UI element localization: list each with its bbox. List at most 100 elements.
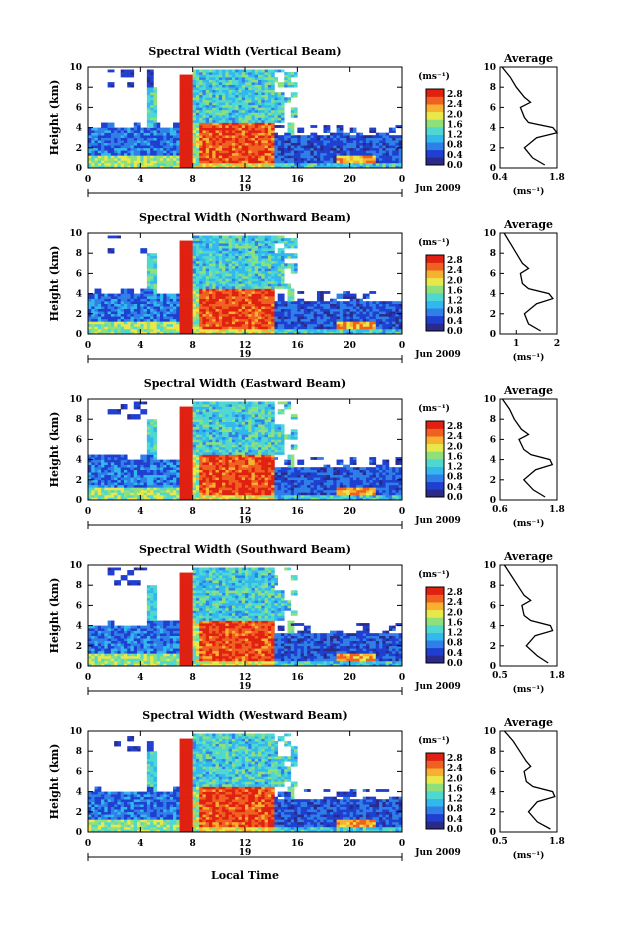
colorbar-tick-label: 1.6 [447, 286, 463, 296]
heatmap-cell [267, 296, 272, 299]
heatmap-cell [362, 301, 367, 304]
heatmap-cell [225, 298, 229, 302]
heatmap-cell [225, 150, 229, 154]
heatmap-cell [143, 296, 148, 299]
heatmap-cell [274, 270, 279, 274]
heatmap-cell [385, 301, 390, 304]
heatmap-cell [284, 323, 288, 327]
heatmap-cell [91, 127, 95, 131]
heatmap-cell [166, 316, 171, 320]
heatmap-cell [153, 94, 157, 98]
heatmap-cell [163, 316, 167, 320]
heatmap-cell [228, 135, 233, 138]
heatmap-cell [228, 263, 233, 267]
heatmap-cell [251, 326, 256, 330]
heatmap-cell [346, 328, 350, 332]
heatmap-cell [153, 328, 157, 332]
heatmap-cell [107, 69, 112, 73]
heatmap-cell [303, 140, 308, 144]
heatmap-cell [101, 165, 105, 169]
heatmap-cell [110, 328, 115, 332]
heatmap-cell [159, 328, 164, 332]
heatmap-cell [274, 258, 279, 262]
heatmap-cell [228, 69, 233, 73]
heatmap-cell [280, 238, 285, 241]
heatmap-cell [140, 155, 144, 159]
heatmap-cell [186, 145, 190, 149]
heatmap-cell [127, 69, 131, 73]
heatmap-cell [150, 152, 154, 156]
heatmap-cell [150, 301, 154, 304]
heatmap-cell [123, 155, 128, 159]
heatmap-cell [179, 97, 184, 101]
heatmap-cell [248, 283, 252, 287]
heatmap-cell [287, 130, 292, 133]
heatmap-cell [300, 328, 305, 332]
heatmap-cell [245, 268, 249, 272]
heatmap-cell [199, 253, 203, 257]
heatmap-cell [258, 152, 262, 156]
heatmap-cell [110, 484, 115, 488]
heatmap-cell [179, 303, 184, 307]
heatmap-cell [110, 467, 115, 470]
heatmap-cell [156, 142, 161, 146]
heatmap-cell [254, 79, 259, 83]
heatmap-cell [254, 260, 259, 264]
heatmap-cell [235, 117, 239, 121]
heatmap-cell [287, 155, 292, 159]
heatmap-cell [261, 72, 265, 75]
heatmap-cell [261, 296, 265, 299]
heatmap-cell [212, 250, 216, 254]
heatmap-cell [101, 157, 105, 161]
heatmap-cell [176, 303, 180, 307]
heatmap-cell [241, 79, 246, 83]
heatmap-cell [195, 99, 200, 103]
heatmap-cell [248, 296, 252, 299]
heatmap-cell [398, 306, 403, 310]
heatmap-cell [254, 82, 259, 85]
heatmap-cell [222, 155, 226, 159]
heatmap-cell [287, 240, 292, 244]
heatmap-cell [379, 137, 383, 141]
heatmap-cell [303, 157, 308, 161]
heatmap-cell [231, 265, 236, 269]
heatmap-cell [251, 117, 256, 121]
heatmap-cell [349, 321, 354, 325]
heatmap-cell [261, 137, 265, 141]
heatmap-cell [251, 77, 256, 80]
heatmap-cell [101, 477, 105, 481]
heatmap-cell [153, 155, 157, 159]
heatmap-cell [117, 457, 122, 460]
heatmap-cell [169, 316, 174, 320]
heatmap-cell [261, 318, 265, 322]
heatmap-cell [307, 140, 311, 144]
heatmap-cell [258, 235, 262, 239]
heatmap-cell [258, 318, 262, 322]
heatmap-cell [104, 328, 108, 332]
heatmap-cell [369, 323, 373, 327]
heatmap-cell [110, 235, 115, 239]
heatmap-cell [366, 313, 370, 317]
heatmap-cell [238, 288, 243, 292]
heatmap-cell [366, 331, 370, 335]
heatmap-cell [248, 74, 252, 78]
heatmap-cell [218, 142, 223, 146]
heatmap-cell [362, 140, 367, 144]
heatmap-cell [395, 306, 400, 310]
heatmap-cell [133, 155, 138, 159]
heatmap-cell [218, 87, 223, 91]
heatmap-cell [212, 313, 216, 317]
heatmap-cell [146, 142, 151, 146]
heatmap-cell [156, 303, 161, 307]
heatmap-cell [346, 137, 350, 141]
heatmap-cell [212, 286, 216, 289]
heatmap-cell [104, 321, 108, 325]
heatmap-cell [107, 155, 112, 159]
heatmap-cell [280, 296, 285, 299]
heatmap-cell [264, 77, 269, 80]
heatmap-cell [192, 313, 197, 317]
heatmap-cell [205, 265, 210, 269]
heatmap-cell [245, 145, 249, 149]
heatmap-cell [169, 127, 174, 131]
heatmap-cell [186, 160, 190, 164]
